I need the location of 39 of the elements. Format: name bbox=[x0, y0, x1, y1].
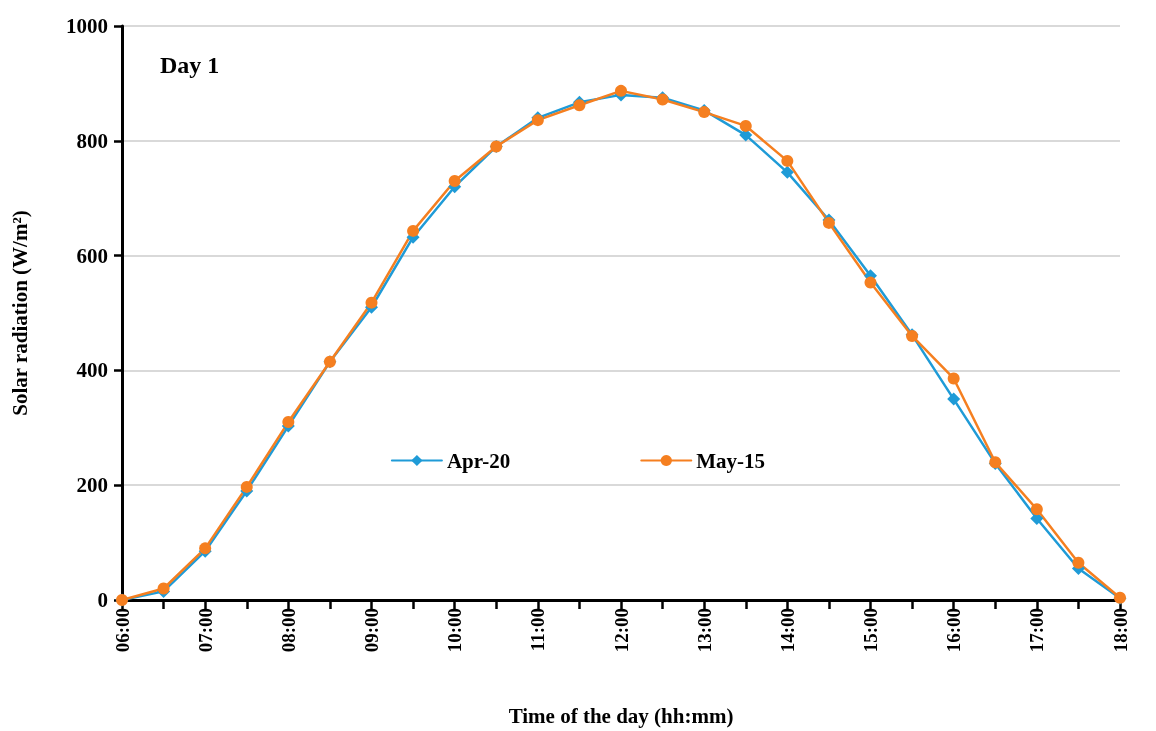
x-tick-label: 17:00 bbox=[1026, 608, 1048, 653]
x-axis-title: Time of the day (hh:mm) bbox=[508, 703, 734, 728]
point bbox=[1030, 503, 1043, 516]
x-tick-label: 09:00 bbox=[361, 608, 382, 653]
legend-label: Apr-20 bbox=[446, 448, 511, 473]
x-tick-label: 07:00 bbox=[194, 608, 216, 653]
point bbox=[1072, 556, 1085, 569]
x-tick-label: 13:00 bbox=[693, 608, 715, 653]
point bbox=[739, 119, 752, 132]
text: Day 1 bbox=[160, 52, 220, 78]
x-tick-label: 15:00 bbox=[860, 608, 881, 653]
point bbox=[365, 296, 378, 309]
x-tick-label: 12:00 bbox=[610, 608, 632, 653]
x-tick-label: 08:00 bbox=[277, 608, 299, 653]
x-tick-label: 10:00 bbox=[444, 608, 466, 653]
y-tick-label: 600 bbox=[76, 243, 108, 268]
point bbox=[448, 174, 461, 187]
y-tick-label: 200 bbox=[76, 473, 108, 498]
point bbox=[947, 372, 960, 385]
point bbox=[573, 99, 586, 112]
y-tick-label: 400 bbox=[76, 358, 108, 383]
x-tick-label: 06:00 bbox=[111, 608, 133, 653]
y-tick-label: 1000 bbox=[66, 14, 108, 38]
point bbox=[282, 416, 295, 429]
point bbox=[615, 84, 627, 97]
point bbox=[780, 165, 794, 179]
point bbox=[407, 224, 420, 237]
x-tick-label: 18:00 bbox=[1109, 608, 1131, 653]
legend-label: May-15 bbox=[696, 448, 766, 473]
y-tick-label: 0 bbox=[97, 588, 108, 612]
point bbox=[781, 154, 794, 167]
point bbox=[240, 480, 253, 493]
y-axis-title: Solar radiation (W/m²) bbox=[7, 210, 32, 416]
point bbox=[864, 276, 877, 289]
y-tick-label: 800 bbox=[76, 128, 108, 153]
x-tick-label: 11:00 bbox=[527, 608, 549, 652]
x-tick-label: 14:00 bbox=[776, 608, 798, 653]
point bbox=[947, 392, 961, 406]
x-tick-label: 16:00 bbox=[943, 608, 965, 653]
